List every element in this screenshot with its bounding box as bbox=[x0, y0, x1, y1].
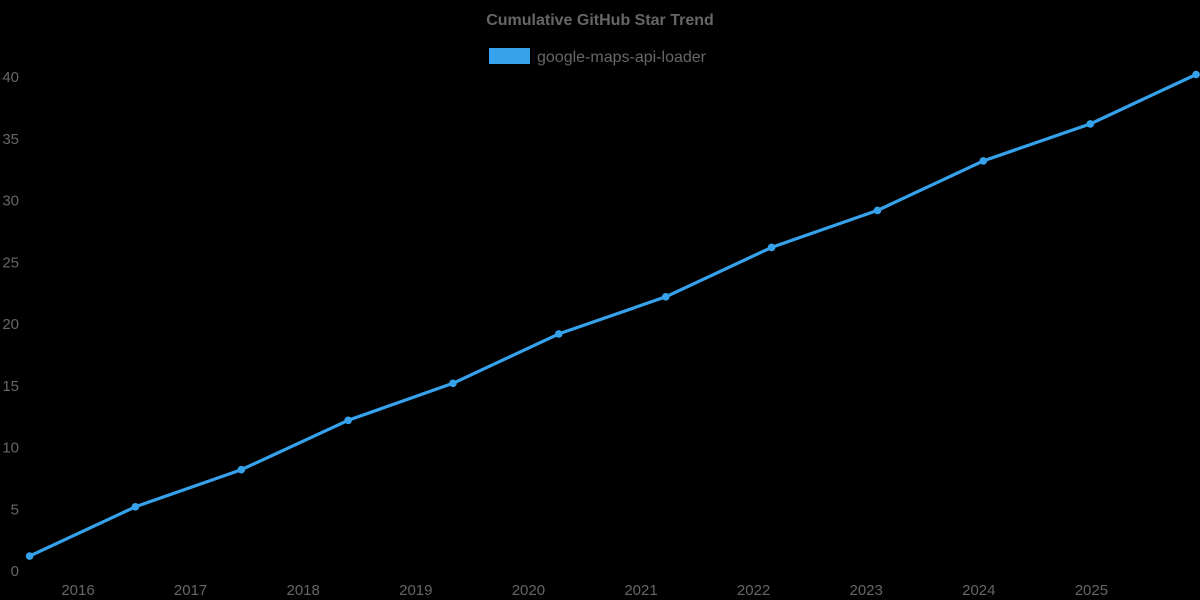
series-markers bbox=[25, 70, 1200, 560]
x-tick-label: 2024 bbox=[962, 582, 995, 599]
x-tick-label: 2021 bbox=[624, 582, 657, 599]
y-tick-label: 25 bbox=[2, 254, 19, 271]
x-axis-tick-labels: 2016 2017 2018 2019 2020 2021 2022 2023 2024 2025 bbox=[61, 582, 1108, 599]
data-point-marker bbox=[1192, 70, 1200, 79]
data-point-marker bbox=[662, 293, 670, 301]
y-tick-label: 0 bbox=[11, 563, 19, 580]
x-tick-label: 2022 bbox=[737, 582, 770, 599]
y-tick-label: 10 bbox=[2, 440, 19, 457]
data-point-marker bbox=[555, 330, 563, 338]
y-tick-label: 20 bbox=[2, 316, 19, 333]
data-point-marker bbox=[767, 243, 776, 252]
x-tick-label: 2019 bbox=[399, 582, 432, 599]
y-tick-label: 40 bbox=[2, 69, 19, 86]
data-point-marker bbox=[344, 416, 353, 425]
x-tick-label: 2020 bbox=[512, 582, 545, 599]
data-point-marker bbox=[131, 503, 140, 511]
legend-item[interactable]: google-maps-api-loader bbox=[489, 48, 707, 66]
data-point-marker bbox=[25, 552, 34, 560]
x-tick-label: 2023 bbox=[850, 582, 883, 599]
y-tick-label: 30 bbox=[2, 193, 19, 210]
x-tick-label: 2017 bbox=[174, 582, 207, 599]
y-tick-label: 35 bbox=[2, 131, 19, 148]
legend-label: google-maps-api-loader bbox=[537, 49, 707, 66]
data-point-marker bbox=[873, 206, 882, 215]
x-tick-label: 2016 bbox=[61, 582, 94, 599]
legend-swatch-icon bbox=[489, 48, 530, 64]
data-point-marker bbox=[237, 465, 246, 474]
data-point-marker bbox=[979, 157, 988, 165]
chart-title: Cumulative GitHub Star Trend bbox=[486, 12, 714, 29]
y-tick-label: 5 bbox=[11, 501, 19, 518]
data-point-marker bbox=[1086, 120, 1095, 128]
series-line bbox=[28, 72, 1198, 558]
data-point-marker bbox=[449, 379, 457, 388]
x-tick-label: 2025 bbox=[1075, 582, 1108, 599]
y-axis-tick-labels: 0 5 10 15 20 25 30 35 40 bbox=[2, 69, 19, 580]
y-tick-label: 15 bbox=[2, 378, 19, 395]
x-tick-label: 2018 bbox=[287, 582, 320, 599]
